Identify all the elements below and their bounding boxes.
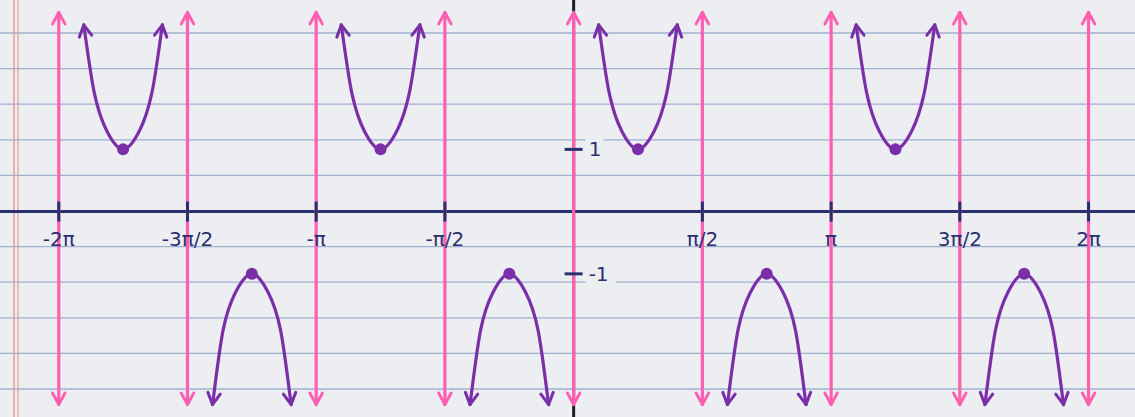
curve bbox=[315, 12, 318, 404]
y-tick-label: -1 bbox=[589, 262, 609, 286]
x-tick-label: -π/2 bbox=[426, 227, 465, 251]
paper-margin bbox=[13, 0, 15, 417]
arrowhead bbox=[79, 25, 91, 37]
label-patch bbox=[586, 136, 604, 162]
point bbox=[117, 143, 129, 155]
x-tick-label: π/2 bbox=[687, 227, 719, 251]
arrowhead bbox=[825, 393, 837, 404]
arrowhead bbox=[954, 393, 966, 404]
curve bbox=[856, 25, 935, 149]
curve bbox=[84, 25, 163, 149]
curve bbox=[572, 12, 575, 404]
arrowhead bbox=[1082, 393, 1094, 404]
x-tick bbox=[830, 202, 833, 222]
point bbox=[375, 143, 387, 155]
arrowhead bbox=[696, 393, 708, 404]
arrowhead bbox=[980, 392, 992, 404]
paper-rule bbox=[0, 139, 1135, 140]
arrowhead bbox=[798, 392, 810, 404]
x-tick bbox=[186, 202, 189, 222]
paper-rule bbox=[0, 32, 1135, 33]
x-tick bbox=[958, 202, 961, 222]
paper-rule bbox=[0, 175, 1135, 176]
arrowhead bbox=[310, 393, 322, 404]
curve bbox=[212, 274, 291, 405]
arrowhead bbox=[541, 392, 553, 404]
arrowhead bbox=[723, 392, 735, 404]
x-tick bbox=[57, 202, 60, 222]
arrowhead bbox=[954, 12, 966, 23]
curve bbox=[57, 12, 60, 404]
arrowhead bbox=[696, 12, 708, 23]
x-tick-label: -2π bbox=[43, 227, 75, 251]
arrowhead bbox=[1082, 12, 1094, 23]
curve bbox=[701, 12, 704, 404]
arrowhead bbox=[465, 392, 477, 404]
curve bbox=[443, 12, 446, 404]
x-axis bbox=[0, 210, 1135, 213]
x-tick bbox=[443, 202, 446, 222]
arrowhead bbox=[567, 12, 579, 23]
point bbox=[246, 268, 258, 280]
arrowhead bbox=[669, 25, 681, 37]
arrowhead bbox=[53, 393, 65, 404]
curve bbox=[727, 274, 806, 405]
curve bbox=[985, 274, 1064, 405]
y-tick bbox=[565, 148, 583, 151]
arrowhead bbox=[594, 25, 606, 37]
point bbox=[503, 268, 515, 280]
paper-rule bbox=[0, 317, 1135, 318]
arrowhead bbox=[208, 392, 220, 404]
paper-margin bbox=[17, 0, 18, 417]
marks bbox=[53, 12, 1095, 404]
y-tick bbox=[565, 272, 583, 275]
arrowhead bbox=[825, 12, 837, 23]
y-tick-label: 1 bbox=[589, 137, 602, 161]
point bbox=[1018, 268, 1030, 280]
arrowhead bbox=[155, 25, 167, 37]
curve bbox=[958, 12, 961, 404]
x-tick bbox=[1087, 202, 1090, 222]
arrowhead bbox=[852, 25, 864, 37]
paper-rule bbox=[0, 104, 1135, 105]
x-tick bbox=[701, 202, 704, 222]
arrowhead bbox=[439, 393, 451, 404]
x-tick bbox=[315, 202, 318, 222]
x-tick-label: 3π/2 bbox=[938, 227, 982, 251]
y-axis bbox=[572, 0, 575, 417]
point bbox=[889, 143, 901, 155]
point bbox=[761, 268, 773, 280]
paper-rule bbox=[0, 210, 1135, 211]
x-tick-label: -3π/2 bbox=[162, 227, 213, 251]
paper-rule bbox=[0, 353, 1135, 354]
curve bbox=[599, 25, 678, 149]
arrowhead bbox=[412, 25, 424, 37]
chart: -2π -3π/2 -π -π/2 π/2 π 3π/2 2π 1 -1 bbox=[0, 0, 1135, 417]
point bbox=[632, 143, 644, 155]
curve bbox=[341, 25, 420, 149]
paper-rule bbox=[0, 68, 1135, 69]
arrowhead bbox=[53, 12, 65, 23]
arrowhead bbox=[181, 393, 193, 404]
paper bbox=[0, 0, 1135, 417]
arrowhead bbox=[337, 25, 349, 37]
x-tick-label: π bbox=[825, 227, 837, 251]
arrowhead bbox=[181, 12, 193, 23]
curve bbox=[186, 12, 189, 404]
arrowhead bbox=[927, 25, 939, 37]
curve bbox=[470, 274, 549, 405]
labels: -2π -3π/2 -π -π/2 π/2 π 3π/2 2π 1 -1 bbox=[43, 136, 1101, 286]
label-patch bbox=[586, 261, 616, 287]
paper-rule bbox=[0, 388, 1135, 389]
x-tick-label: -π bbox=[307, 227, 326, 251]
x-tick-label: 2π bbox=[1076, 227, 1101, 251]
arrowhead bbox=[310, 12, 322, 23]
arrowhead bbox=[1056, 392, 1068, 404]
arrowhead bbox=[567, 393, 579, 404]
curve bbox=[1087, 12, 1090, 404]
paper-rule bbox=[0, 282, 1135, 283]
arrowhead bbox=[283, 392, 295, 404]
curve bbox=[830, 12, 833, 404]
arrowhead bbox=[439, 12, 451, 23]
